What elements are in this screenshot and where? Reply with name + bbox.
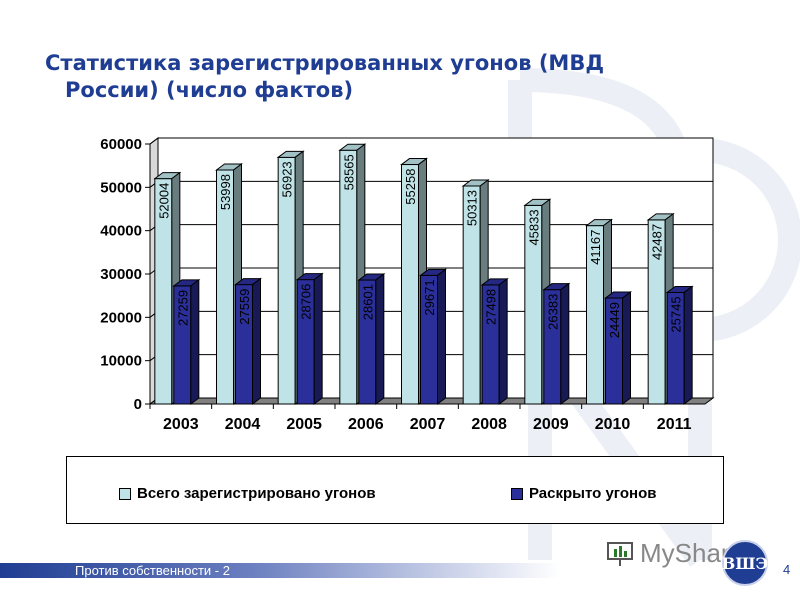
data-label: 27559 [237,289,252,325]
gridline-side [149,137,159,145]
bar-side [313,272,323,405]
axes-group: 0 10000 20000 30000 40000 50000 60000 2003 2004 2… [100,136,705,433]
legend-label-solved: Раскрыто угонов [529,485,657,502]
title-line-2: России) (число фактов) [65,78,354,102]
bar-side [560,282,570,405]
bar-side [498,277,508,405]
x-tick-label: 2010 [595,416,631,433]
data-label: 27498 [484,289,499,325]
y-tick-label: 20000 [100,309,142,326]
bar-side [683,285,693,405]
y-tick-label: 60000 [100,136,142,153]
x-tick-label: 2009 [533,416,569,433]
data-label: 41167 [588,230,603,265]
y-tick-label: 30000 [100,266,142,283]
x-tick-label: 2006 [348,416,384,433]
y-tick-label: 40000 [100,223,142,240]
data-label: 56923 [280,161,295,197]
x-tick-label: 2003 [163,416,199,433]
footer-bar [0,563,560,578]
footer-text: Против собственности - 2 [75,563,230,578]
hse-emblem: ВШЭ [722,540,768,586]
legend-swatch-solved [511,487,523,500]
title-line-1: Статистика зарегистрированных угонов (МВ… [45,51,605,75]
slide-title: Статистика зарегистрированных угонов (МВ… [45,50,745,104]
data-label: 26383 [545,294,560,330]
page-number: 4 [783,562,791,577]
legend-label-total: Всего зарегистрировано угонов [137,485,376,502]
data-label: 50313 [465,190,480,226]
data-label: 52004 [156,183,171,219]
bar-side [622,291,631,405]
data-label: 53998 [218,174,233,210]
y-tick-label: 10000 [100,353,142,370]
y-tick-label: 50000 [100,179,142,196]
bar-side [437,268,446,405]
y-tick-label: 0 [134,396,142,413]
labels-group: 52004 27259 53998 27559 56923 28706 58565 28601… [156,154,683,338]
bar-chart: 0 10000 20000 30000 40000 50000 60000 2003 2004 2… [100,136,715,433]
data-label: 28601 [360,284,375,320]
x-tick-label: 2011 [657,416,692,433]
bar-side [190,278,200,405]
data-label: 58565 [341,154,356,190]
x-tick-label: 2008 [471,416,507,433]
data-label: 25745 [669,296,684,332]
x-tick-label: 2004 [225,416,261,433]
data-label: 55258 [403,169,418,205]
data-label: 29671 [422,279,437,315]
legend-item-solved: Раскрыто угонов [511,485,656,502]
emblem-text: ВШЭ [721,553,769,573]
data-label: 28706 [299,284,314,320]
chart-legend: Всего зарегистрировано угонов Раскрыто у… [66,456,724,524]
data-label: 27259 [175,290,190,326]
x-tick-label: 2007 [410,416,446,433]
data-label: 45833 [526,209,541,245]
x-tick-label: 2005 [286,416,322,433]
bars-group [153,143,694,405]
bar-side [252,277,261,405]
presentation-icon [607,541,633,566]
bar-side [375,273,385,405]
data-label: 42487 [650,224,665,260]
legend-swatch-total [119,487,131,500]
legend-item-total: Всего зарегистрировано угонов [119,485,376,502]
data-label: 24449 [607,302,622,338]
